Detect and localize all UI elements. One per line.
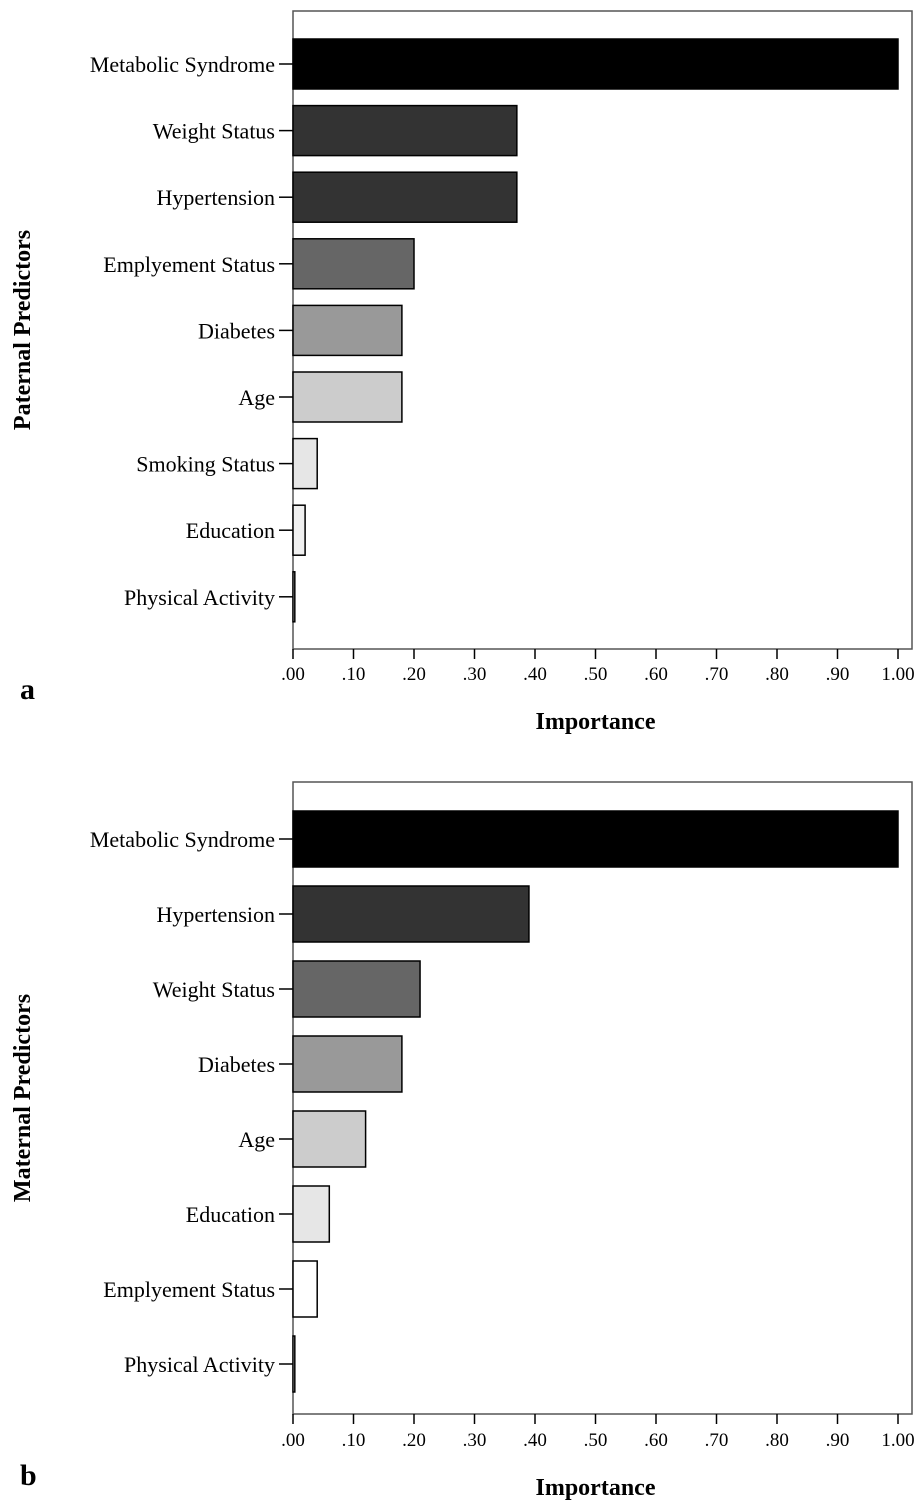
bar-emplyement-status bbox=[292, 238, 415, 290]
x-tick-label: .50 bbox=[584, 664, 608, 685]
x-tick-label: .20 bbox=[402, 1430, 426, 1451]
category-label-age: Age bbox=[238, 1127, 275, 1152]
x-tick-label: .00 bbox=[281, 664, 305, 685]
plot-frame bbox=[292, 781, 913, 1415]
chart-panel-b: Metabolic Syndrome Hypertension Weight Sta… bbox=[10, 781, 915, 1501]
bar-education bbox=[292, 1185, 331, 1243]
category-label-emplyement-status: Emplyement Status bbox=[103, 252, 275, 277]
bar-weight-status bbox=[292, 104, 518, 157]
x-tick-label: .50 bbox=[584, 1430, 608, 1451]
x-tick-label: .90 bbox=[826, 1430, 850, 1451]
category-label-weight-status: Weight Status bbox=[153, 119, 275, 144]
category-label-smoking-status: Smoking Status bbox=[136, 452, 275, 477]
x-tick-label: .40 bbox=[523, 1430, 547, 1451]
x-tick-label: .00 bbox=[281, 1430, 305, 1451]
y-axis-title: Paternal Predictors bbox=[10, 230, 36, 430]
panel-label: b bbox=[20, 1459, 37, 1492]
category-label-diabetes: Diabetes bbox=[198, 318, 275, 343]
x-tick-label: .10 bbox=[342, 1430, 366, 1451]
category-label-diabetes: Diabetes bbox=[198, 1052, 275, 1077]
bar-age bbox=[292, 371, 403, 423]
bar-age bbox=[292, 1110, 367, 1168]
category-label-education: Education bbox=[186, 518, 275, 543]
bar-hypertension bbox=[292, 171, 518, 223]
bar-education bbox=[292, 504, 306, 556]
category-label-education: Education bbox=[186, 1202, 275, 1227]
x-tick-label: .70 bbox=[705, 1430, 729, 1451]
x-tick-label: .80 bbox=[765, 1430, 789, 1451]
x-tick-label: .40 bbox=[523, 664, 547, 685]
bar-diabetes bbox=[292, 1035, 403, 1093]
category-label-physical-activity: Physical Activity bbox=[124, 1352, 275, 1377]
x-tick-label: .60 bbox=[644, 1430, 668, 1451]
bar-hypertension bbox=[292, 885, 530, 943]
category-label-emplyement-status: Emplyement Status bbox=[103, 1277, 275, 1302]
bar-emplyement-status bbox=[292, 1260, 318, 1318]
x-tick-label: .30 bbox=[463, 664, 487, 685]
bar-metabolic-syndrome bbox=[292, 38, 899, 90]
x-tick-label: 1.00 bbox=[881, 1430, 914, 1451]
x-tick-label: .30 bbox=[463, 1430, 487, 1451]
x-axis-title: Importance bbox=[536, 1475, 656, 1501]
x-tick-label: .60 bbox=[644, 664, 668, 685]
bar-physical-activity bbox=[292, 571, 296, 623]
bar-physical-activity bbox=[292, 1335, 296, 1393]
x-tick-label: .70 bbox=[705, 664, 729, 685]
panel-label: a bbox=[20, 673, 35, 706]
x-tick-label: .10 bbox=[342, 664, 366, 685]
category-label-hypertension: Hypertension bbox=[156, 902, 275, 927]
category-label-hypertension: Hypertension bbox=[156, 185, 275, 210]
bar-weight-status bbox=[292, 960, 421, 1018]
x-tick-label: 1.00 bbox=[881, 664, 914, 685]
category-label-metabolic-syndrome: Metabolic Syndrome bbox=[90, 827, 275, 852]
bar-metabolic-syndrome bbox=[292, 810, 899, 868]
bar-smoking-status bbox=[292, 437, 318, 490]
category-label-metabolic-syndrome: Metabolic Syndrome bbox=[90, 52, 275, 77]
category-label-physical-activity: Physical Activity bbox=[124, 585, 275, 610]
x-tick-label: .80 bbox=[765, 664, 789, 685]
bar-diabetes bbox=[292, 304, 403, 357]
x-tick-label: .20 bbox=[402, 664, 426, 685]
category-label-weight-status: Weight Status bbox=[153, 977, 275, 1002]
category-label-age: Age bbox=[238, 385, 275, 410]
x-tick-label: .90 bbox=[826, 664, 850, 685]
chart-panel-a: Metabolic Syndrome Weight Status Hypertens… bbox=[10, 10, 915, 735]
y-axis-title: Maternal Predictors bbox=[10, 994, 36, 1202]
x-axis-title: Importance bbox=[536, 709, 656, 735]
